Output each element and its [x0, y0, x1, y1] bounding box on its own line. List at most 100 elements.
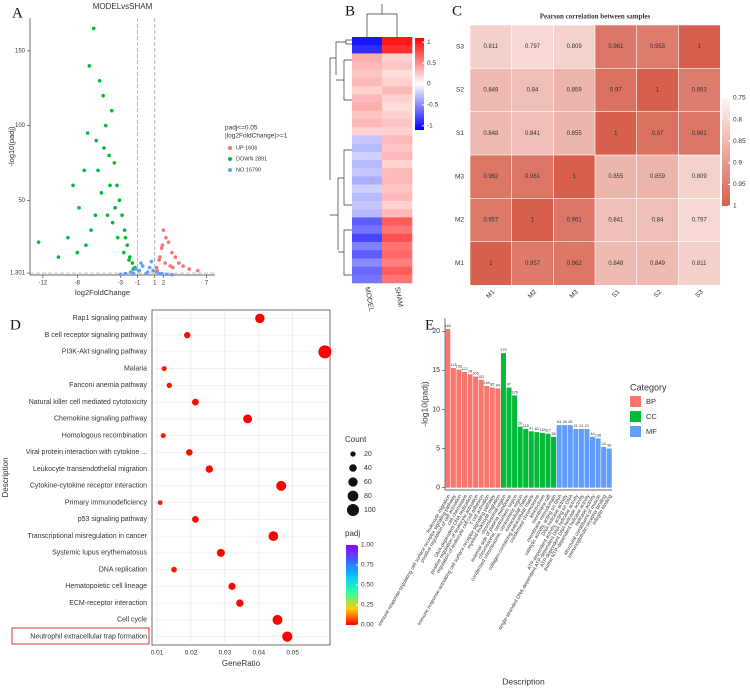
point: [187, 267, 191, 271]
legend-title: Category: [630, 382, 667, 392]
point: [151, 268, 155, 273]
cell-value: 0.809: [692, 174, 708, 180]
heatmap-cell: [382, 127, 413, 136]
colorbar-label: 0.50: [361, 582, 374, 589]
heatmap-cell: [382, 143, 413, 153]
row-label: S2: [456, 87, 464, 94]
y-tick-label: Hematopoietic cell lineage: [65, 583, 147, 590]
point: [195, 268, 200, 273]
y-tick-label: Malaria: [124, 365, 147, 372]
heatmap-cell: [382, 160, 413, 169]
point: [157, 258, 161, 262]
heatmap-cell: [553, 111, 596, 156]
heatmap-cell: [382, 209, 413, 218]
heatmap-cell: [678, 68, 721, 113]
heatmap-cell: [594, 24, 638, 69]
y-tick-label: Neutrophil extracellular trap formation: [30, 633, 147, 640]
bar: [606, 448, 612, 488]
heatmap-cell: [382, 78, 413, 87]
y-tick-label: Chemokine signaling pathway: [54, 416, 147, 423]
size-legend-label: 100: [364, 507, 376, 514]
heatmap-cell: [352, 69, 383, 79]
bar: [562, 425, 568, 488]
x-tick-label: -1: [135, 281, 141, 287]
size-legend-mark: [347, 490, 359, 502]
count-label: 56: [607, 444, 611, 448]
heatmap-cell: [352, 258, 383, 267]
heatmap-cell: [511, 111, 554, 156]
point: [94, 138, 99, 143]
cell-value: 0.962: [483, 174, 499, 180]
heatmap-cell: [382, 135, 413, 144]
count-label: 62: [535, 427, 539, 431]
point: [115, 183, 119, 188]
point: [101, 93, 105, 98]
heatmap-cell: [594, 68, 638, 113]
point: [154, 265, 159, 270]
point: [140, 264, 145, 268]
legend-swatch: [630, 411, 641, 422]
y-tick-label: Primary immunodeficiency: [65, 499, 148, 506]
heatmap-cell: [382, 274, 413, 284]
point: [177, 261, 181, 265]
bar: [551, 436, 557, 488]
point: [97, 78, 102, 83]
heatmap-cell: [352, 86, 383, 95]
heatmap-cell: [382, 266, 413, 276]
count-label: 21: [579, 424, 583, 428]
legend-label: BP: [646, 397, 656, 406]
point: [137, 268, 142, 273]
point: [139, 261, 143, 265]
heatmap-cell: [352, 78, 383, 87]
column-label: M1: [485, 288, 497, 300]
bubble: [157, 500, 163, 506]
heatmap-cell: [352, 184, 383, 194]
colorbar-label: 0.00: [361, 622, 374, 629]
cell-value: 0.961: [567, 218, 583, 224]
panel-label: B: [345, 3, 355, 19]
size-legend-label: 20: [364, 451, 372, 458]
cell-value: 0.957: [483, 218, 499, 224]
heatmap-cell: [382, 258, 413, 267]
heatmap-cell: [352, 209, 383, 218]
legend-swatch: [228, 168, 232, 172]
row-label: M3: [455, 173, 464, 180]
colorbar-label: 1: [427, 39, 431, 46]
colorbar-label: 0.5: [427, 60, 436, 67]
x-axis-label: log2FoldChange: [75, 288, 130, 297]
y-tick-label: Leukocyte transendothelial migration: [33, 466, 147, 473]
y-tick-label: Systemic lupus erythematosus: [52, 550, 147, 557]
heatmap-cell: [382, 184, 413, 194]
colorbar-label: 0: [427, 81, 431, 88]
size-legend-label: 60: [364, 479, 372, 486]
x-tick-label: -3: [118, 281, 124, 287]
heatmap-cell: [553, 241, 596, 286]
cell-value: 0.859: [567, 88, 583, 94]
count-label: 94: [496, 383, 500, 387]
colorbar-label: 1: [733, 203, 737, 210]
heatmap-cell: [382, 168, 413, 177]
point: [110, 220, 115, 225]
count-label: 21: [574, 424, 578, 428]
point: [93, 213, 98, 218]
legend-label: NO 16790: [236, 167, 261, 173]
bubble: [282, 631, 293, 642]
y-tick-label: 20: [432, 328, 440, 335]
point: [123, 271, 128, 276]
x-tick-label: 0.05: [286, 650, 299, 657]
cell-value: 0.848: [608, 261, 624, 267]
heatmap-cell: [352, 151, 383, 161]
bar: [467, 374, 473, 488]
x-tick-label: 0.03: [219, 650, 232, 657]
count-label: 160: [445, 324, 451, 328]
point: [157, 272, 161, 276]
point: [85, 131, 90, 135]
cell-value: 0.848: [483, 131, 499, 137]
bar: [517, 426, 523, 488]
point: [108, 183, 112, 188]
y-tick-label: 50: [18, 198, 25, 204]
count-label: 150: [456, 365, 462, 369]
heatmap-cell: [352, 94, 383, 103]
colorbar-label: 0.85: [733, 138, 746, 145]
bubble: [318, 345, 332, 359]
